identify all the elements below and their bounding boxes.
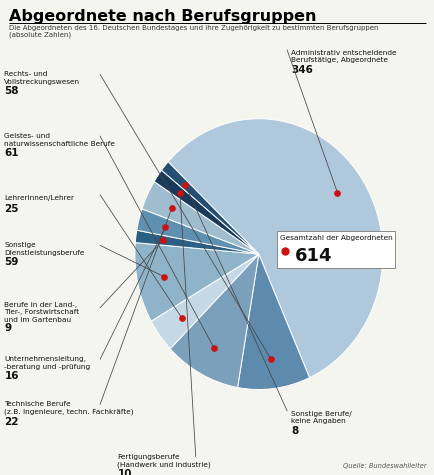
Text: 22: 22 [4, 417, 19, 427]
Text: 16: 16 [4, 371, 19, 381]
Text: Quelle: Bundeswahlleiter: Quelle: Bundeswahlleiter [342, 463, 425, 469]
Text: 61: 61 [4, 148, 19, 158]
Wedge shape [141, 181, 258, 254]
Text: Gesamtzahl der Abgeordneten: Gesamtzahl der Abgeordneten [279, 235, 391, 241]
Wedge shape [135, 230, 258, 254]
Wedge shape [135, 243, 258, 321]
Wedge shape [161, 162, 258, 254]
Text: 614: 614 [294, 247, 332, 265]
Text: 10: 10 [117, 469, 132, 475]
Text: Sonstige
Dienstleistungsberufe: Sonstige Dienstleistungsberufe [4, 242, 85, 256]
Text: Geistes- und
naturwissenschaftliche Berufe: Geistes- und naturwissenschaftliche Beru… [4, 133, 115, 146]
Text: 25: 25 [4, 204, 19, 214]
Text: Lehrerinnen/Lehrer: Lehrerinnen/Lehrer [4, 195, 74, 201]
Text: Abgeordnete nach Berufsgruppen: Abgeordnete nach Berufsgruppen [9, 10, 316, 25]
Wedge shape [170, 254, 258, 388]
Wedge shape [237, 254, 309, 390]
FancyBboxPatch shape [276, 231, 394, 268]
Wedge shape [168, 119, 382, 378]
Text: 8: 8 [291, 426, 298, 436]
Text: 59: 59 [4, 257, 19, 267]
Wedge shape [151, 254, 258, 349]
Text: Fertigungsberufe
(Handwerk und Industrie): Fertigungsberufe (Handwerk und Industrie… [117, 454, 211, 467]
Text: Sonstige Berufe/
keine Angaben: Sonstige Berufe/ keine Angaben [291, 411, 352, 424]
Text: Technische Berufe
(z.B. Ingenieure, techn. Fachkräfte): Technische Berufe (z.B. Ingenieure, tech… [4, 401, 134, 415]
Wedge shape [136, 209, 258, 254]
Text: Berufe in der Land-,
Tier-, Forstwirtschaft
und im Gartenbau: Berufe in der Land-, Tier-, Forstwirtsch… [4, 302, 79, 323]
Text: 9: 9 [4, 323, 11, 333]
Wedge shape [154, 170, 258, 254]
Text: Die Abgeordneten des 16. Deutschen Bundestages und ihre Zugehörigkeit zu bestimm: Die Abgeordneten des 16. Deutschen Bunde… [9, 25, 377, 31]
Text: (absolute Zahlen): (absolute Zahlen) [9, 31, 71, 38]
Text: Rechts- und
Vollstreckungswesen: Rechts- und Vollstreckungswesen [4, 71, 80, 85]
Text: 346: 346 [291, 65, 312, 75]
Text: Unternehmensleitung,
-beratung und -prüfung: Unternehmensleitung, -beratung und -prüf… [4, 356, 90, 370]
Text: 58: 58 [4, 86, 19, 96]
Text: Administrativ entscheidende
Berufstätige, Abgeordnete: Administrativ entscheidende Berufstätige… [291, 50, 396, 63]
